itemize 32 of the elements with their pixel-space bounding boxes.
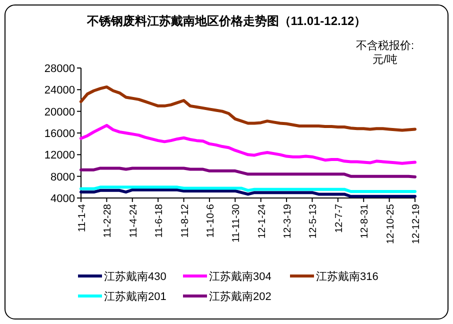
text: 不含税报价: [356,39,414,52]
legend-label: 江苏戴南304 [209,270,272,283]
y-tick-label: 4000 [50,193,75,205]
x-tick-label: 11-11-30 [231,204,242,243]
x-tick-label: 11-6-18 [154,204,166,238]
y-tick-label: 24000 [44,84,75,97]
y-tick-label: 16000 [44,128,75,140]
x-tick-label: 12-12-19 [411,204,422,244]
x-tick-label: 12-3-19 [282,204,294,238]
legend-label: 江苏戴南201 [104,290,166,303]
x-tick-label: 11-8-12 [180,204,191,238]
line-series [80,166,416,178]
x-tick-label: 12-7-7 [334,204,345,233]
x-tick-label: 11-1-4 [77,204,88,232]
line-series [80,85,416,132]
x-tick-label: 12-5-13 [308,204,320,238]
chart-title: 不锈钢废料江苏戴南地区价格走势图（11.01-12.12） [86,14,366,28]
y-tick-label: 20000 [44,106,75,118]
y-tick-label: 28000 [44,63,75,75]
x-tick-label: 12-8-31 [360,204,371,238]
line-series [80,124,416,165]
x-tick-label: 11-4-24 [128,204,140,238]
legend-label: 江苏戴南316 [316,270,378,283]
x-tick-label: 12-10-25 [385,204,396,244]
x-tick-label: 11-2-28 [102,204,114,238]
x-tick-label: 12-1-24 [256,204,268,238]
legend-label: 江苏戴南430 [104,270,166,283]
y-tick-label: 8000 [50,171,75,184]
x-tick-label: 11-10-6 [205,204,216,238]
y-tick-label: 12000 [44,150,75,162]
text: 元/吨 [372,53,398,66]
legend-label: 江苏戴南202 [209,290,272,303]
